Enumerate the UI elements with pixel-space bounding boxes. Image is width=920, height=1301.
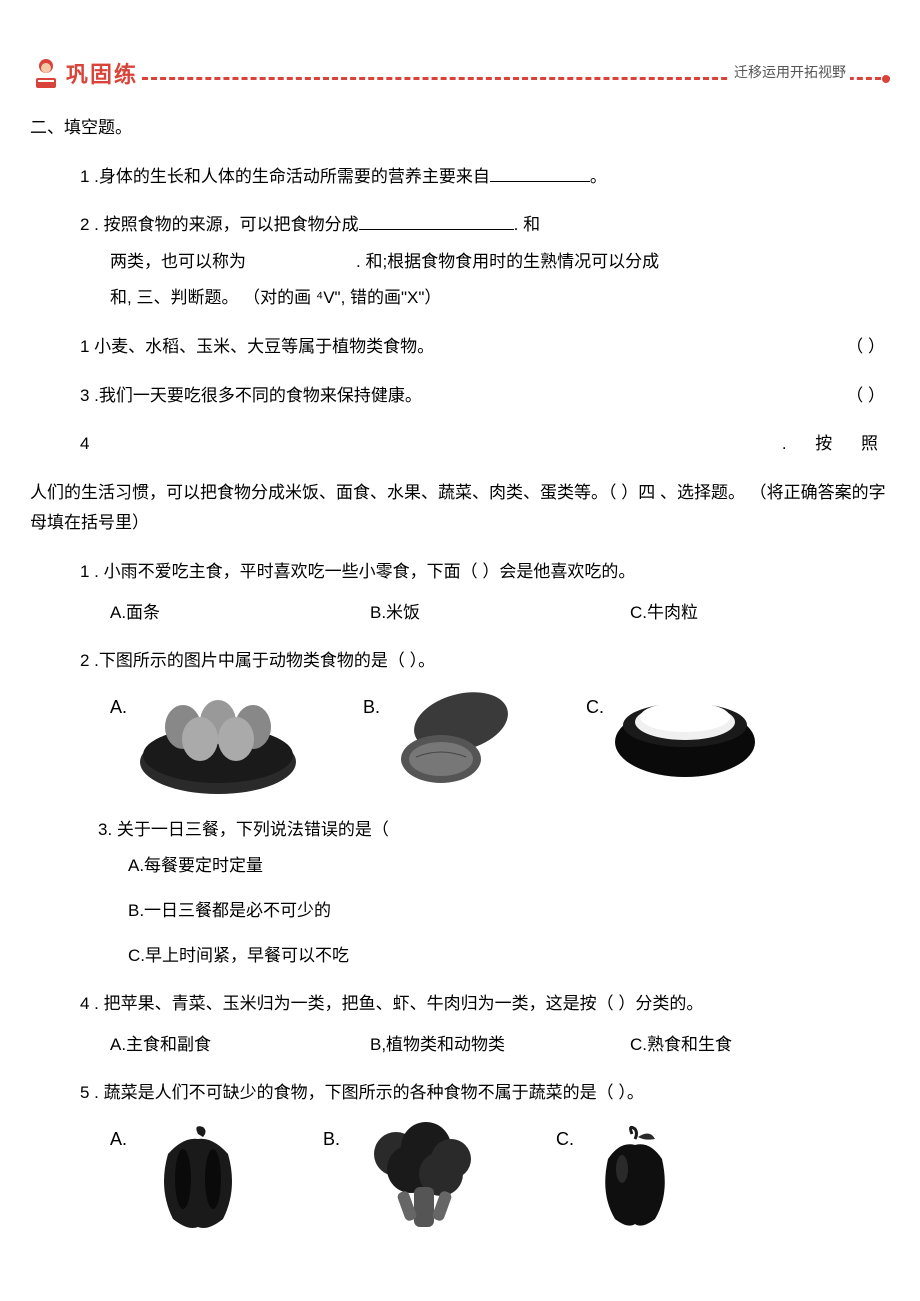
img-item-a[interactable]: A. — [110, 687, 303, 797]
choice-q2-images: A. B. C. — [110, 687, 890, 797]
header-title: 巩固练 — [66, 55, 138, 95]
judge-q4-body: 人们的生活习惯，可以把食物分成米饭、面食、水果、蔬菜、肉类、蛋类等。（ ）四 、… — [30, 478, 890, 539]
blank[interactable] — [490, 165, 590, 182]
judge-q4: 4 . 按 照 — [80, 429, 890, 460]
img-item-b[interactable]: B. — [323, 1119, 496, 1234]
judge-q3-text: 3 .我们一天要吃很多不同的食物来保持健康。 — [80, 386, 422, 405]
img-label-c: C. — [586, 691, 604, 723]
header-dot — [882, 75, 890, 83]
section-2-title: 二、填空题。 — [30, 113, 890, 144]
fill-q1: 1 .身体的生长和人体的生命活动所需要的营养主要来自 。 — [80, 162, 890, 193]
fill-q1-text: 1 .身体的生长和人体的生命活动所需要的营养主要来自 — [80, 167, 490, 186]
judge-q4-suffix: . 按 照 — [782, 429, 890, 460]
child-reading-icon — [30, 58, 62, 92]
choice-q2-stem: 2 .下图所示的图片中属于动物类食物的是（ ）。 — [80, 646, 890, 677]
judge-q4-flex: 4 . 按 照 — [80, 429, 890, 460]
paren-blank[interactable]: （ ） — [846, 332, 885, 363]
header-dashes: 迁移运用开拓视野 — [142, 77, 890, 80]
img-item-c[interactable]: C. — [586, 687, 760, 782]
broccoli-icon — [346, 1119, 496, 1234]
pepper-icon — [133, 1119, 263, 1234]
opt-b[interactable]: B,植物类和动物类 — [370, 1030, 630, 1061]
choice-q3: 3. 关于一日三餐，下列说法错误的是（ A.每餐要定时定量 B.一日三餐都是必不… — [98, 815, 890, 971]
choice-q1-options: A.面条 B.米饭 C.牛肉粒 — [110, 598, 890, 629]
fill-q2-line1: 2 . 按照食物的来源，可以把食物分成 . 和 — [80, 210, 890, 241]
choice-q1-stem: 1 . 小雨不爱吃主食，平时喜欢吃一些小零食，下面（ ）会是他喜欢吃的。 — [80, 557, 890, 588]
opt-c[interactable]: C.早上时间紧，早餐可以不吃 — [128, 941, 890, 972]
fill-q2-l2b: . 和;根据食物食用时的生熟情况可以分成 — [356, 252, 659, 271]
header-subtitle: 迁移运用开拓视野 — [730, 60, 850, 85]
mango-icon — [386, 687, 526, 787]
opt-b[interactable]: B.米饭 — [370, 598, 630, 629]
judge-q1-text: 1 小麦、水稻、玉米、大豆等属于植物类食物。 — [80, 337, 434, 356]
fill-q2-line2: 两类，也可以称为 . 和;根据食物食用时的生熟情况可以分成 — [110, 247, 890, 278]
opt-c[interactable]: C.熟食和生食 — [630, 1030, 890, 1061]
fill-q2-l1a: 2 . 按照食物的来源，可以把食物分成 — [80, 215, 359, 234]
eggs-basket-icon — [133, 687, 303, 797]
judge-q1: 1 小麦、水稻、玉米、大豆等属于植物类食物。 （ ） — [80, 332, 890, 363]
fill-q2-l1b: . 和 — [514, 215, 540, 234]
img-item-b[interactable]: B. — [363, 687, 526, 787]
judge-q4-num: 4 — [80, 429, 89, 460]
blank[interactable] — [359, 213, 514, 230]
opt-b[interactable]: B.一日三餐都是必不可少的 — [128, 896, 890, 927]
choice-q4-stem: 4 . 把苹果、青菜、玉米归为一类，把鱼、虾、牛肉归为一类，这是按（ ）分类的。 — [80, 989, 890, 1020]
header: 巩固练 迁移运用开拓视野 — [30, 55, 890, 95]
fill-q2-line3: 和, 三、判断题。 （对的画 ⁴V", 错的画"X"） — [110, 283, 890, 314]
choice-q5-images: A. B. C. — [110, 1119, 890, 1234]
fill-q2-l2a: 两类，也可以称为 — [110, 252, 246, 271]
choice-q5-stem: 5 . 蔬菜是人们不可缺少的食物，下图所示的各种食物不属于蔬菜的是（ ）。 — [80, 1078, 890, 1109]
choice-q2: 2 .下图所示的图片中属于动物类食物的是（ ）。 A. B. — [80, 646, 890, 797]
fill-q2: 2 . 按照食物的来源，可以把食物分成 . 和 两类，也可以称为 . 和;根据食物食… — [80, 210, 890, 314]
opt-a[interactable]: A.面条 — [110, 598, 370, 629]
img-item-c[interactable]: C. — [556, 1119, 690, 1234]
choice-q1: 1 . 小雨不爱吃主食，平时喜欢吃一些小零食，下面（ ）会是他喜欢吃的。 A.面… — [80, 557, 890, 628]
img-label-a: A. — [110, 691, 127, 723]
choice-q3-stem: 3. 关于一日三餐，下列说法错误的是（ — [98, 815, 890, 846]
apple-icon — [580, 1119, 690, 1234]
img-item-a[interactable]: A. — [110, 1119, 263, 1234]
img-label-b: B. — [323, 1123, 340, 1155]
opt-c[interactable]: C.牛肉粒 — [630, 598, 890, 629]
opt-a[interactable]: A.每餐要定时定量 — [128, 851, 890, 882]
choice-q4-options: A.主食和副食 B,植物类和动物类 C.熟食和生食 — [110, 1030, 890, 1061]
rice-bowl-icon — [610, 687, 760, 782]
img-label-a: A. — [110, 1123, 127, 1155]
fill-q1-end: 。 — [590, 167, 607, 186]
choice-q5: 5 . 蔬菜是人们不可缺少的食物，下图所示的各种食物不属于蔬菜的是（ ）。 A.… — [80, 1078, 890, 1234]
choice-q4: 4 . 把苹果、青菜、玉米归为一类，把鱼、虾、牛肉归为一类，这是按（ ）分类的。… — [80, 989, 890, 1060]
judge-q3: 3 .我们一天要吃很多不同的食物来保持健康。 （ ） — [80, 381, 890, 412]
paren-blank[interactable]: （ ） — [846, 381, 885, 412]
img-label-b: B. — [363, 691, 380, 723]
img-label-c: C. — [556, 1123, 574, 1155]
opt-a[interactable]: A.主食和副食 — [110, 1030, 370, 1061]
